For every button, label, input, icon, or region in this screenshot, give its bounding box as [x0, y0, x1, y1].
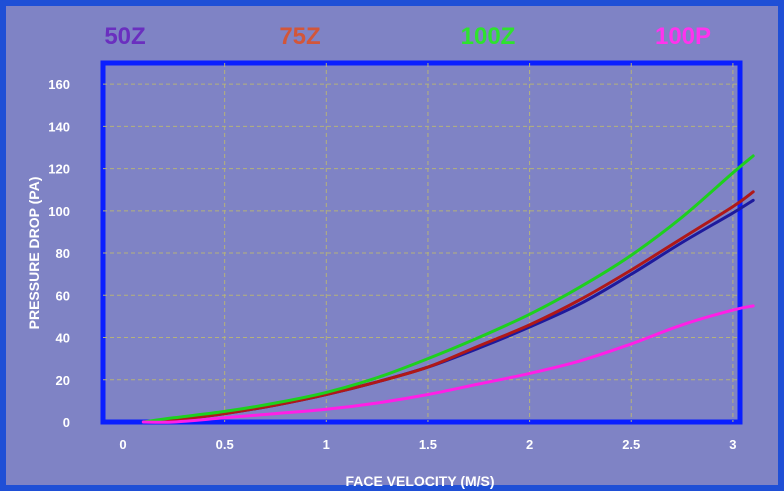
legend-item-100p: 100P — [655, 23, 711, 50]
y-tick-label: 0 — [63, 415, 70, 430]
series-line-100z — [141, 154, 755, 424]
x-tick-label: 2.5 — [622, 437, 640, 452]
y-tick-label: 140 — [48, 119, 70, 134]
x-tick-label: 2 — [526, 437, 533, 452]
y-tick-label: 160 — [48, 77, 70, 92]
y-tick-label: 20 — [56, 373, 70, 388]
legend: 50Z 75Z 100Z 100P — [104, 23, 711, 50]
legend-item-100z: 100Z — [461, 23, 516, 50]
y-tick-label: 40 — [56, 331, 70, 346]
y-tick-label: 80 — [56, 246, 70, 261]
tick-labels: 0 0.5 1 1.5 2 2.5 3 0 20 40 60 80 100 120 140 160 — [48, 77, 736, 452]
y-tick-label: 100 — [48, 204, 70, 219]
x-tick-label: 1 — [323, 437, 330, 452]
x-axis-label: FACE VELOCITY (M/S) — [345, 473, 494, 489]
y-tick-label: 120 — [48, 162, 70, 177]
legend-item-50z: 50Z — [104, 23, 145, 50]
series-line-100p — [141, 304, 755, 424]
series-line-75z — [141, 190, 755, 424]
grid — [103, 63, 740, 422]
x-tick-label: 0 — [119, 437, 126, 452]
y-axis-label: PRESSURE DROP (PA) — [26, 177, 42, 330]
legend-item-75z: 75Z — [279, 23, 320, 50]
y-tick-label: 60 — [56, 288, 70, 303]
x-tick-label: 3 — [729, 437, 736, 452]
x-tick-label: 1.5 — [419, 437, 437, 452]
series-lines — [141, 154, 755, 424]
x-tick-label: 0.5 — [216, 437, 234, 452]
